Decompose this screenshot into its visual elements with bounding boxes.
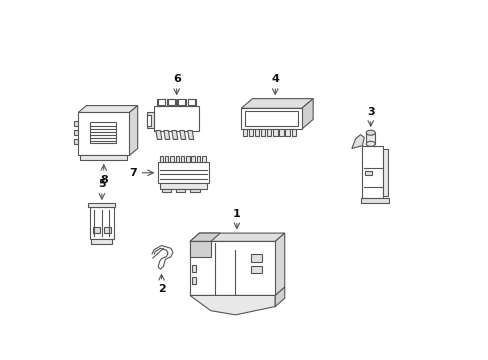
Bar — [181, 156, 184, 162]
Ellipse shape — [366, 130, 374, 135]
Polygon shape — [275, 287, 284, 307]
Text: 7: 7 — [129, 168, 137, 178]
Bar — [167, 99, 175, 105]
Polygon shape — [189, 233, 284, 242]
Text: 5: 5 — [98, 179, 105, 189]
Text: 8: 8 — [100, 175, 107, 185]
Bar — [267, 129, 271, 136]
Bar — [178, 99, 184, 105]
Polygon shape — [129, 105, 138, 156]
Bar — [175, 156, 179, 162]
Bar — [88, 203, 115, 207]
Polygon shape — [187, 131, 193, 139]
Bar — [89, 122, 116, 143]
Bar — [291, 129, 295, 136]
Text: 1: 1 — [232, 209, 240, 219]
Bar — [196, 156, 200, 162]
Bar — [74, 121, 78, 126]
Bar — [80, 156, 127, 161]
Bar — [250, 255, 262, 262]
Bar — [279, 129, 283, 136]
Bar — [191, 156, 195, 162]
Bar — [362, 146, 383, 198]
Polygon shape — [301, 99, 312, 129]
Polygon shape — [180, 131, 185, 139]
Bar — [154, 105, 199, 131]
Polygon shape — [275, 233, 284, 296]
Bar — [170, 156, 173, 162]
Text: 2: 2 — [157, 284, 165, 293]
Polygon shape — [189, 296, 275, 315]
Bar — [91, 239, 112, 244]
Bar — [243, 129, 247, 136]
Bar — [147, 112, 154, 128]
Text: 6: 6 — [172, 74, 180, 84]
Polygon shape — [156, 131, 162, 139]
Bar — [255, 129, 259, 136]
Bar — [186, 156, 189, 162]
Bar — [158, 162, 208, 183]
Bar — [248, 129, 253, 136]
Bar — [89, 207, 114, 239]
Bar — [360, 198, 388, 203]
Bar — [78, 112, 129, 156]
Bar — [190, 189, 200, 192]
Bar — [365, 171, 371, 175]
Bar — [103, 227, 111, 233]
Text: 4: 4 — [271, 74, 279, 84]
Polygon shape — [241, 99, 312, 108]
Bar — [383, 149, 387, 195]
Bar — [161, 189, 171, 192]
Polygon shape — [351, 135, 364, 149]
Bar — [157, 99, 165, 105]
Text: 3: 3 — [366, 107, 374, 117]
Bar — [187, 99, 196, 105]
Polygon shape — [163, 131, 169, 139]
Bar — [158, 99, 164, 105]
Bar — [273, 129, 277, 136]
Bar — [177, 99, 185, 105]
Polygon shape — [189, 233, 220, 242]
Bar — [261, 129, 265, 136]
Bar — [159, 183, 206, 189]
Bar — [176, 189, 185, 192]
Bar — [244, 111, 297, 126]
Bar — [159, 156, 163, 162]
Bar — [191, 278, 196, 284]
Ellipse shape — [366, 141, 374, 146]
Bar — [366, 133, 374, 144]
Bar — [189, 242, 275, 296]
Polygon shape — [171, 131, 178, 139]
Bar — [74, 139, 78, 144]
Bar — [164, 156, 168, 162]
Bar — [202, 156, 205, 162]
Bar — [168, 99, 175, 105]
Bar — [147, 115, 151, 126]
Bar — [188, 99, 195, 105]
Bar — [241, 108, 301, 129]
Bar — [250, 266, 262, 273]
Bar — [189, 242, 210, 257]
Bar — [191, 265, 196, 272]
Bar — [285, 129, 289, 136]
Polygon shape — [78, 105, 138, 112]
Bar — [74, 130, 78, 135]
Bar — [92, 227, 100, 233]
